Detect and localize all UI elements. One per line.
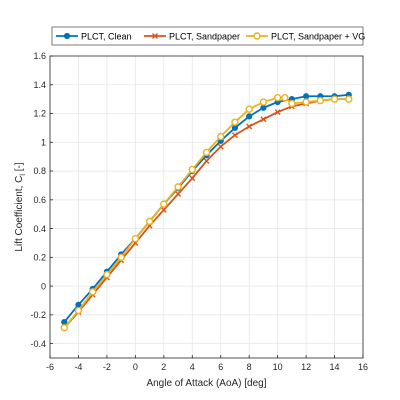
data-point-sandpaper-vg [202, 148, 211, 157]
data-point-clean [246, 113, 253, 120]
y-tick-label: 0 [41, 281, 46, 291]
data-point-clean [75, 301, 82, 308]
data-point-sandpaper-vg [60, 324, 68, 332]
data-point-sandpaper-vg [345, 95, 353, 103]
y-axis-title-main: Lift Coefficient, C [14, 176, 25, 252]
data-point-sandpaper [231, 132, 238, 139]
data-point-sandpaper-vg [117, 253, 125, 262]
y-tick-label: 1.4 [33, 80, 46, 90]
data-point-sandpaper-vg [103, 270, 111, 279]
plot-frame [49, 55, 364, 359]
data-point-sandpaper [217, 143, 224, 150]
data-point-sandpaper-vg [131, 234, 140, 243]
x-tick-label: 10 [273, 362, 283, 372]
x-tick-label: -2 [103, 362, 111, 372]
x-tick-label: 6 [218, 362, 223, 372]
data-point-sandpaper-vg [273, 94, 282, 102]
x-tick-label: 16 [358, 362, 368, 372]
data-point-sandpaper-vg [302, 98, 310, 106]
data-point-sandpaper-vg [330, 95, 339, 103]
data-point-sandpaper-vg [259, 98, 268, 106]
data-point-sandpaper-vg [74, 306, 83, 315]
data-point-clean [231, 124, 239, 132]
y-tick-label: 0.8 [33, 166, 46, 176]
data-point-sandpaper [203, 157, 210, 164]
x-tick-label: 12 [301, 362, 311, 372]
series-line-sandpaper-vg [63, 96, 349, 329]
data-point-sandpaper-vg [281, 94, 289, 102]
plot-area [50, 56, 363, 358]
legend-label-clean: PLCT, Clean [81, 31, 132, 41]
y-tick-label: 1.2 [33, 109, 46, 119]
x-tick-label: -4 [74, 362, 82, 372]
y-tick-label: -0.2 [30, 310, 46, 320]
axis-ticks: -6 -4 -2 0 2 4 6 8 10 12 14 16 -0.4 -0.2 0 0.2 0.4 0.6 0.8… [30, 51, 368, 372]
data-point-sandpaper-vg [174, 183, 182, 191]
y-tick-label: -0.4 [30, 339, 46, 349]
data-point-sandpaper-vg [231, 118, 239, 126]
data-point-sandpaper-vg [188, 165, 196, 174]
x-tick-label: 0 [133, 362, 138, 372]
x-tick-label: 14 [330, 362, 340, 372]
data-point-sandpaper-vg [288, 99, 296, 108]
data-point-sandpaper-vg [217, 132, 225, 141]
data-point-sandpaper-vg [145, 217, 154, 226]
x-axis-title: Angle of Attack (AoA) [deg] [146, 378, 266, 389]
y-tick-label: 0.4 [33, 224, 46, 234]
x-tick-label: 2 [161, 362, 166, 372]
x-tick-label: -6 [46, 362, 54, 372]
y-tick-label: 1 [41, 137, 46, 147]
y-axis-title-unit: [-] [14, 162, 25, 174]
data-point-sandpaper [189, 175, 196, 182]
data-point-sandpaper [160, 206, 167, 213]
data-point-sandpaper-vg [245, 105, 253, 113]
data-point-sandpaper [175, 191, 182, 198]
x-tick-label: 4 [190, 362, 195, 372]
y-axis-title-subscript: l [20, 174, 27, 176]
data-point-clean [260, 104, 267, 111]
y-axis-title: Lift Coefficient, Cl [-] [14, 162, 27, 251]
legend: PLCT, Clean PLCT, Sandpaper PLCT, Sandpa… [51, 26, 365, 46]
data-point-sandpaper-vg [316, 96, 325, 105]
data-point-sandpaper [260, 116, 267, 123]
data-point-sandpaper-vg [160, 200, 168, 208]
legend-label-sandpaper: PLCT, Sandpaper [169, 31, 240, 41]
series-sandpaper-vg [60, 94, 353, 332]
legend-entry-clean: PLCT, Clean [56, 31, 132, 41]
x-tick-label: 8 [247, 362, 252, 372]
data-point-sandpaper [246, 123, 253, 130]
legend-entry-sandpaper-vg: PLCT, Sandpaper + VG [246, 31, 365, 41]
legend-label-sandpaper-vg: PLCT, Sandpaper + VG [271, 31, 365, 41]
series-layer [60, 91, 353, 332]
data-point-sandpaper-vg [88, 288, 97, 296]
data-point-clean [302, 93, 310, 100]
y-tick-label: 0.2 [33, 253, 46, 263]
y-tick-label: 1.6 [33, 51, 46, 61]
legend-entry-sandpaper: PLCT, Sandpaper [144, 31, 240, 41]
legend-box [51, 26, 364, 46]
data-point-clean [61, 318, 68, 326]
y-tick-label: 0.6 [33, 195, 46, 205]
data-point-sandpaper [274, 109, 281, 116]
